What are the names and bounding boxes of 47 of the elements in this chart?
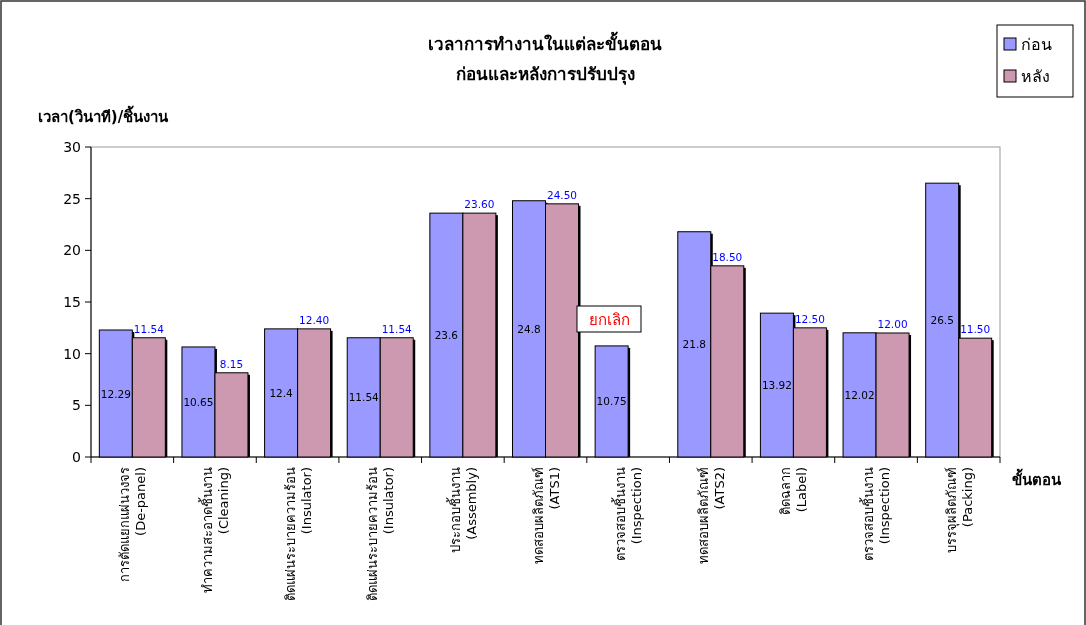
annotation: ยกเลิก bbox=[588, 311, 630, 329]
chart-title: เวลาการทำงานในแต่ละขั้นตอน bbox=[428, 31, 662, 54]
y-tick-label: 20 bbox=[63, 242, 81, 259]
x-tick-label: การตัดแยกแผ่นวงจร (De-panel) bbox=[117, 467, 149, 582]
data-label: 10.75 bbox=[596, 395, 627, 408]
data-label: 12.40 bbox=[299, 313, 330, 326]
data-label: 24.50 bbox=[546, 188, 578, 201]
data-label: 12.00 bbox=[877, 318, 908, 330]
y-tick-label: 15 bbox=[63, 294, 81, 310]
data-label: 23.60 bbox=[464, 198, 495, 211]
x-tick-label: ติดฉลาก (Label) bbox=[778, 467, 810, 515]
annotation: ยกเลิก bbox=[576, 305, 642, 333]
data-label: 11.54 bbox=[348, 391, 380, 404]
x-tick-label: ทดสอบผลิตภัณฑ์ (ATS1) bbox=[530, 467, 562, 564]
data-label: 24.8 bbox=[517, 322, 541, 335]
data-label: 10.65 bbox=[183, 395, 214, 408]
x-tick-label: ตรวจสอบชิ้นงาน (Inspection) bbox=[859, 467, 893, 561]
data-label: 11.50 bbox=[960, 323, 991, 336]
x-tick-label: ติดแผ่นระบายความร้อน (Insulator) bbox=[365, 467, 397, 601]
data-label: 23.6 bbox=[434, 329, 459, 342]
y-tick-label: 25 bbox=[63, 190, 81, 207]
y-tick-label: 0 bbox=[72, 449, 81, 465]
data-label: 8.15 bbox=[219, 357, 244, 370]
data-label: 13.92 bbox=[761, 379, 792, 392]
data-label: 12.4 bbox=[269, 386, 294, 399]
data-label: 11.54 bbox=[133, 322, 165, 335]
x-tick-label: ตรวจสอบชิ้นงาน (Inspection) bbox=[611, 467, 645, 561]
x-tick-label: ทำความสะอาดชิ้นงาน (Cleaning) bbox=[197, 467, 231, 593]
data-label: 26.5 bbox=[930, 314, 954, 327]
data-label: 12.02 bbox=[844, 388, 875, 401]
x-tick-label: บรรจุผลิตภัณฑ์ (Packing) bbox=[943, 467, 975, 553]
y-tick-label: 5 bbox=[72, 397, 81, 414]
legend-label: หลัง bbox=[1021, 67, 1050, 86]
legend-label: ก่อน bbox=[1021, 35, 1052, 54]
x-tick-label: ติดแผ่นระบายความร้อน (Insulator) bbox=[282, 467, 314, 601]
data-label: 12.29 bbox=[100, 387, 131, 400]
y-tick-label: 30 bbox=[63, 139, 81, 155]
data-label: 11.54 bbox=[381, 322, 413, 335]
x-axis-title: ขั้นตอน bbox=[1012, 468, 1062, 489]
chart-subtitle: ก่อนและหลังการปรับปรุง bbox=[455, 64, 635, 85]
x-tick-label: ประกอบชิ้นงาน (Assembly) bbox=[445, 467, 479, 553]
data-label: 18.50 bbox=[712, 250, 743, 263]
x-tick-label: ทดสอบผลิตภัณฑ์ (ATS2) bbox=[695, 467, 727, 564]
data-label: 12.50 bbox=[794, 312, 825, 325]
y-tick-label: 10 bbox=[63, 345, 81, 362]
data-label: 21.8 bbox=[682, 338, 706, 351]
y-axis-title: เวลา(วินาที)/ชิ้นงาน bbox=[38, 105, 170, 126]
